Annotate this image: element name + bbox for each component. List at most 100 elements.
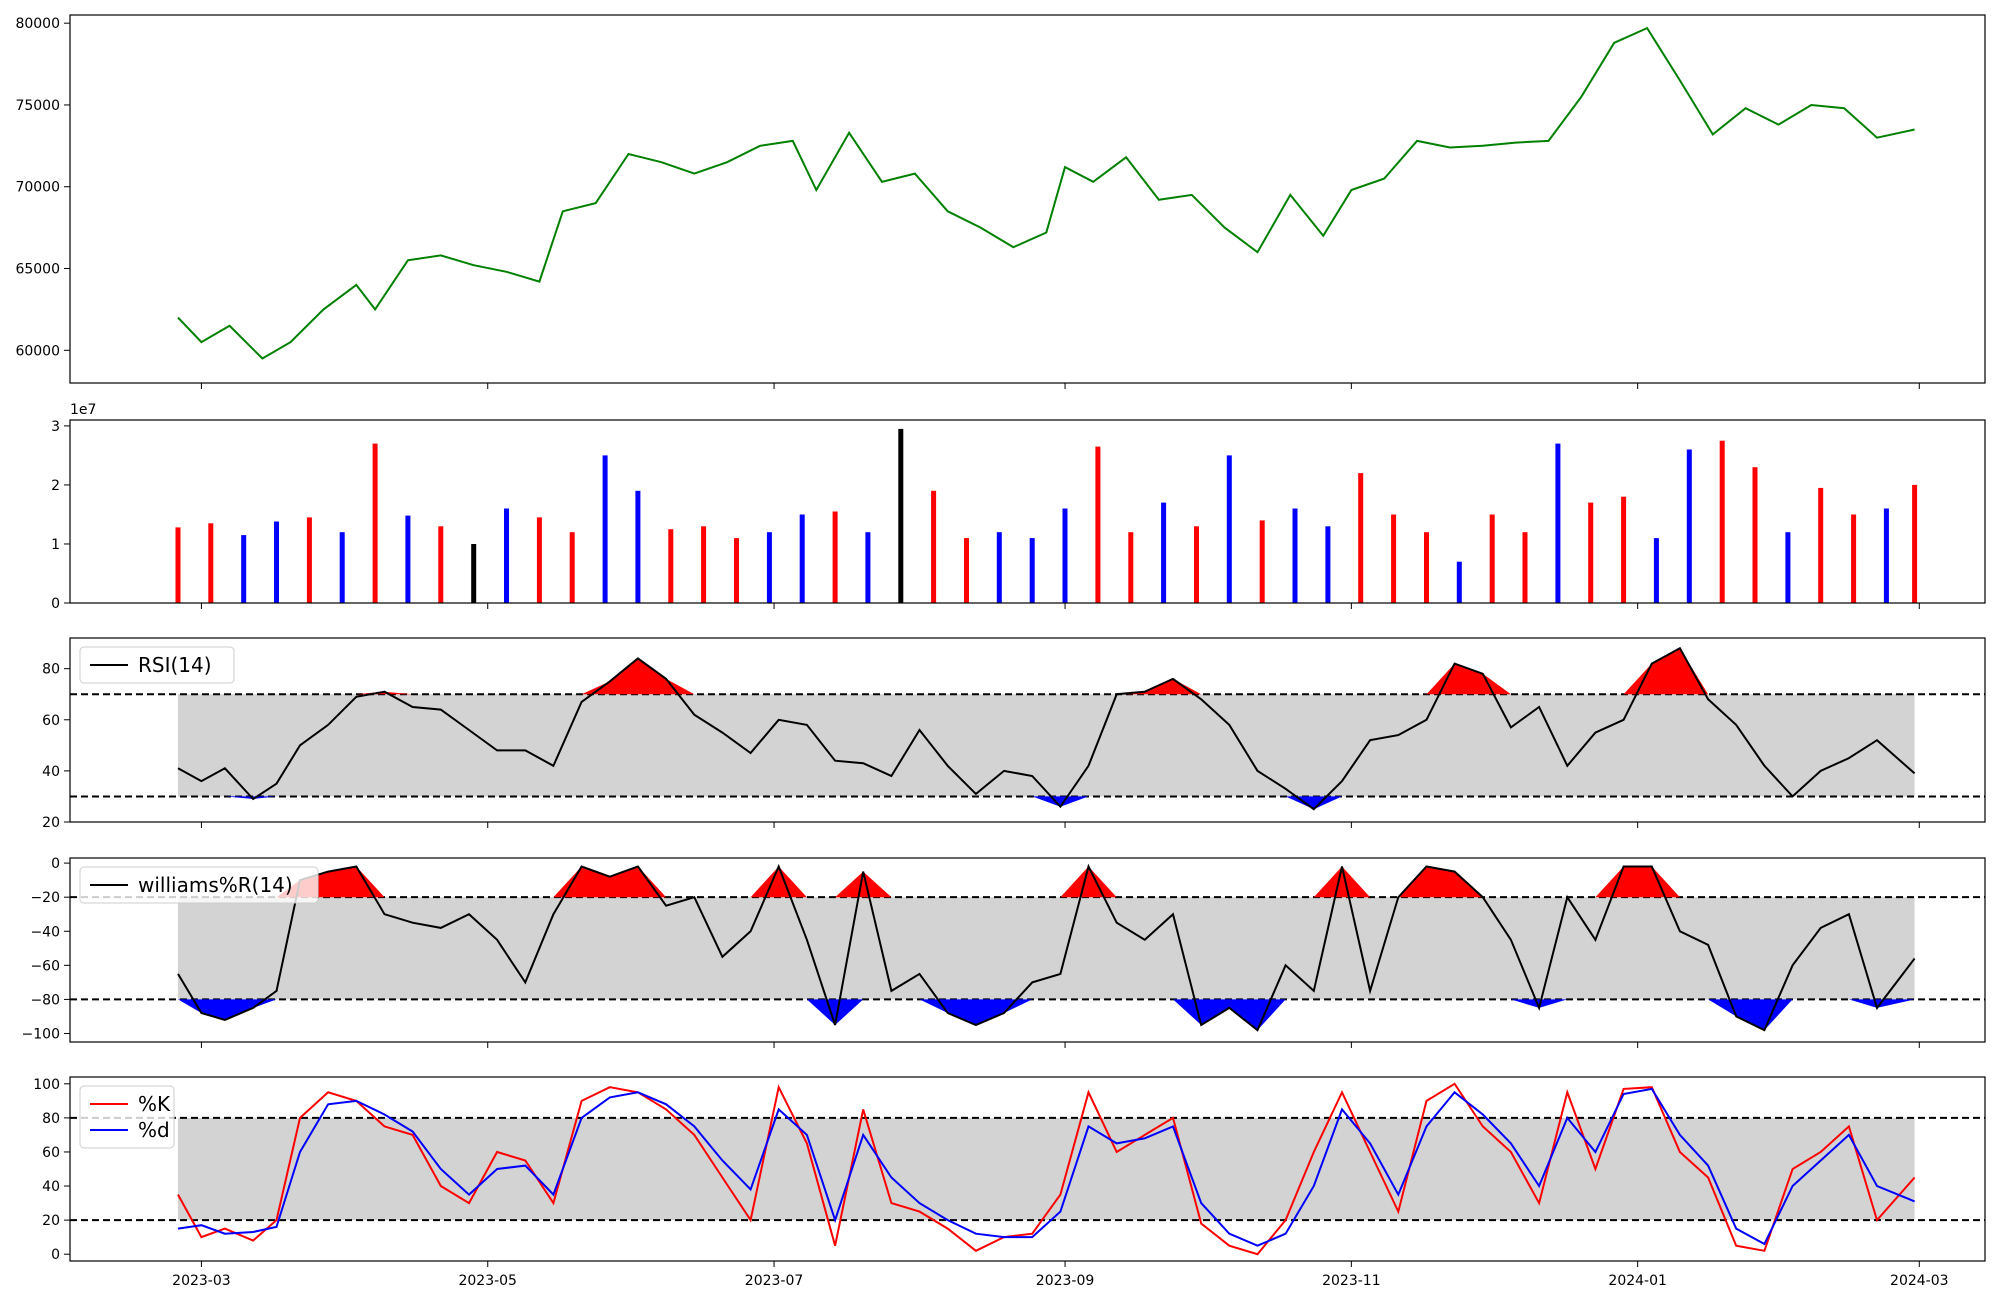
volume-bar	[1161, 502, 1167, 603]
volume-bar	[1555, 443, 1561, 603]
volume-bar	[668, 529, 674, 603]
williams-ytick-label: −80	[30, 992, 60, 1008]
williams-neutral-band	[177, 897, 1915, 1000]
volume-bar	[865, 532, 871, 603]
rsi-neutral-band	[177, 694, 1915, 797]
volume-scale-label: 1e7	[70, 402, 96, 418]
volume-bar	[1489, 514, 1495, 603]
volume-bar	[208, 523, 214, 603]
volume-bar	[405, 515, 411, 603]
williams-line	[177, 863, 1916, 1032]
rsi-frame	[69, 637, 1986, 823]
price-ytick-label: 70000	[15, 180, 60, 196]
volume-bar	[438, 526, 444, 603]
volume-bar	[1424, 532, 1429, 603]
price-line	[177, 26, 1915, 360]
volume-bar	[504, 508, 509, 603]
stochastic-ytick-label: 20	[42, 1213, 60, 1229]
williams-panel: −100 −80 −60 −40 −20 0 williams%R(14)	[22, 856, 1986, 1048]
volume-bar	[799, 514, 805, 603]
volume-bar	[1653, 538, 1659, 603]
volume-bar	[471, 544, 477, 603]
stochastic-ytick-label: 0	[51, 1247, 60, 1263]
volume-bar	[635, 490, 641, 603]
volume-bar	[1062, 508, 1068, 603]
stochastic-legend-label: %K	[138, 1092, 171, 1116]
williams-ytick-label: −100	[22, 1026, 60, 1042]
price-ytick-label: 65000	[15, 262, 60, 278]
volume-bar	[1029, 538, 1035, 603]
volume-bar	[306, 517, 312, 603]
williams-ytick-label: −20	[30, 890, 60, 906]
williams-ytick-label: 0	[51, 856, 60, 872]
volume-bar	[1292, 508, 1298, 603]
price-ytick-label: 60000	[15, 343, 60, 359]
volume-bar	[1128, 532, 1134, 603]
volume-bar	[734, 538, 739, 603]
volume-bar	[1785, 532, 1791, 603]
x-tick-label: 2023-05	[458, 1273, 517, 1289]
volume-bar	[1851, 514, 1857, 603]
volume-bar	[898, 428, 904, 603]
x-tick-label: 2023-11	[1322, 1273, 1381, 1289]
volume-bar	[1456, 561, 1462, 603]
price-frame	[69, 14, 1986, 384]
volume-bar	[569, 532, 575, 603]
volume-frame	[69, 419, 1986, 604]
volume-bar	[996, 532, 1002, 603]
volume-bar	[832, 511, 838, 603]
volume-ytick-label: 2	[51, 478, 60, 494]
volume-bar	[1818, 487, 1824, 603]
williams-frame	[69, 857, 1986, 1043]
rsi-ytick-label: 20	[42, 815, 60, 831]
rsi-ytick-label: 80	[42, 662, 60, 678]
volume-bar	[1686, 449, 1692, 603]
williams-legend-label: williams%R(14)	[138, 873, 293, 897]
stoch-d-line	[177, 1087, 1915, 1247]
volume-bar	[1719, 440, 1725, 603]
volume-bar	[536, 517, 542, 603]
volume-ytick-label: 1	[51, 537, 60, 553]
volume-bar	[241, 535, 247, 603]
stochastic-neutral-band	[177, 1117, 1915, 1221]
williams-ytick-label: −40	[30, 924, 60, 940]
rsi-panel: 20 40 60 80 RSI(14)	[42, 637, 1986, 831]
volume-bar	[372, 443, 378, 603]
volume-bar	[1095, 446, 1101, 603]
volume-bar	[964, 538, 969, 603]
rsi-ytick-label: 40	[42, 764, 60, 780]
stochastic-legend-label: %d	[138, 1118, 170, 1142]
stochastic-frame	[69, 1076, 1986, 1262]
x-tick-label: 2023-07	[745, 1273, 804, 1289]
x-tick-label: 2023-09	[1036, 1273, 1095, 1289]
volume-bar	[1522, 532, 1528, 603]
stochastic-panel: 0 20 40 60 80 100 %K%d 2023-03 2023-05 2023-07 202…	[33, 1076, 1986, 1289]
volume-bar	[1588, 502, 1594, 603]
volume-bar	[1912, 484, 1918, 603]
volume-ytick-label: 0	[51, 596, 60, 612]
price-ytick-label: 75000	[15, 98, 60, 114]
rsi-line	[177, 646, 1916, 811]
volume-bar	[1259, 520, 1265, 603]
rsi-oversold-area	[178, 796, 1915, 810]
williams-legend	[79, 866, 319, 904]
volume-bar	[1325, 526, 1331, 603]
volume-bar	[1194, 526, 1199, 603]
volume-bar	[274, 521, 279, 603]
williams-overbought-area	[178, 866, 1915, 898]
volume-bar	[339, 532, 345, 603]
volume-bar	[931, 490, 937, 603]
volume-bar	[1621, 496, 1627, 603]
volume-panel: 0 1 2 3 1e7	[51, 402, 1986, 612]
stochastic-ytick-label: 80	[42, 1111, 60, 1127]
williams-oversold-area	[178, 999, 1915, 1031]
rsi-ytick-label: 60	[42, 713, 60, 729]
x-tick-label: 2023-03	[172, 1273, 231, 1289]
volume-bar	[1358, 473, 1364, 603]
volume-bar	[602, 455, 608, 603]
volume-bar	[766, 532, 772, 603]
x-tick-label: 2024-03	[1890, 1273, 1949, 1289]
x-tick-label: 2024-01	[1608, 1273, 1667, 1289]
volume-bar	[1391, 514, 1397, 603]
